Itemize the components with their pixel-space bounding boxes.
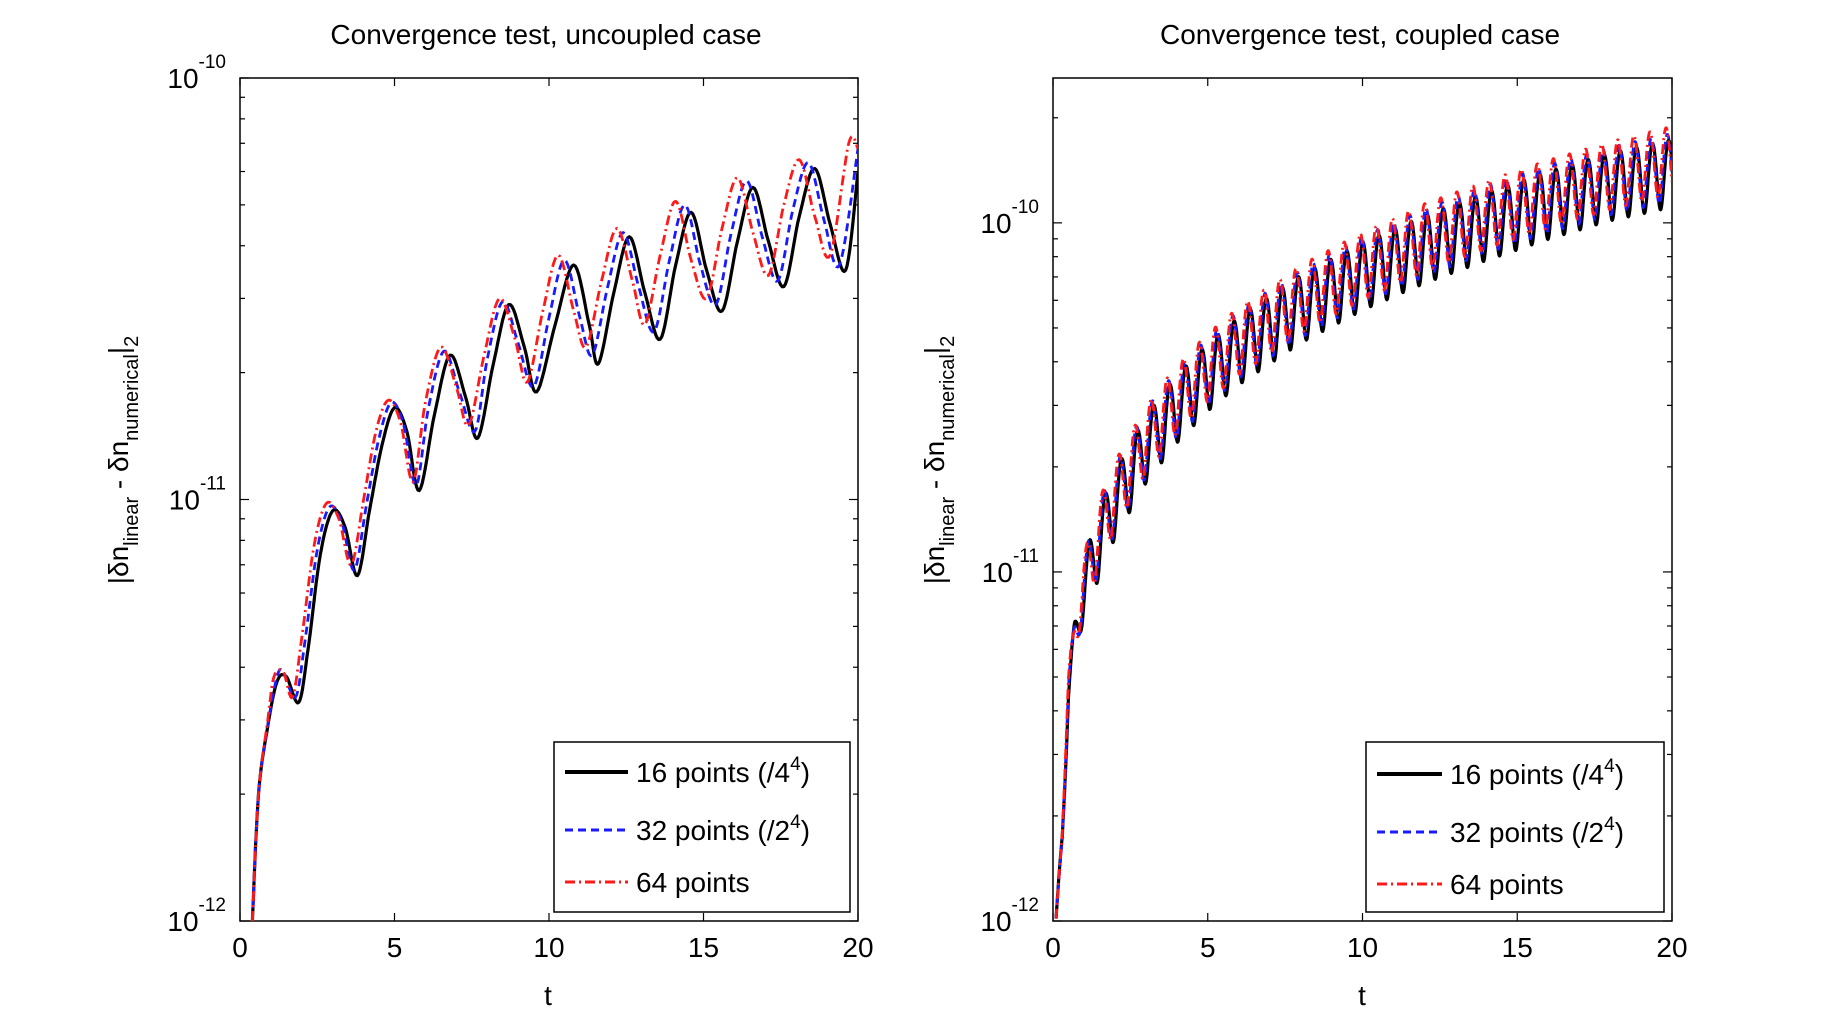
x-tick-label: 15: [688, 932, 719, 963]
series-line-64-uncoupled: [251, 134, 858, 921]
x-tick-label: 0: [232, 932, 248, 963]
legend-uncoupled: 16 points (/44) 32 points (/24) 64 point…: [553, 741, 851, 913]
legend-label-64-uncoupled: 64 points: [636, 867, 750, 898]
curves-coupled: [1054, 126, 1672, 919]
x-axis-label-uncoupled: t: [544, 980, 552, 1011]
chart-title-coupled: Convergence test, coupled case: [1160, 19, 1560, 50]
y-tick-label: 10-12: [167, 895, 226, 937]
x-tick-label: 0: [1045, 932, 1061, 963]
y-tick-label: 10-10: [167, 52, 226, 94]
svg-text:|δnlinear - δnnumerical|2: |δnlinear - δnnumerical|2: [919, 336, 959, 585]
ticks-uncoupled: 0 5 10 15 20 10-12 10-11 10-10: [167, 52, 873, 963]
x-tick-label: 5: [387, 932, 403, 963]
x-tick-label: 10: [1347, 932, 1378, 963]
x-tick-label: 10: [533, 932, 564, 963]
legend-label-32-coupled: 32 points (/24): [1450, 814, 1624, 848]
y-tick-label: 10-11: [982, 546, 1039, 588]
x-axis-label-coupled: t: [1358, 980, 1366, 1011]
legend-coupled: 16 points (/44) 32 points (/24) 64 point…: [1365, 741, 1665, 913]
x-tick-label: 5: [1200, 932, 1216, 963]
legend-label-64-coupled: 64 points: [1450, 869, 1564, 900]
y-tick-label: 10-11: [169, 474, 226, 516]
curves-uncoupled: [250, 134, 858, 921]
series-line-64-coupled: [1054, 126, 1672, 919]
panel-coupled: Convergence test, coupled case |δnlinear…: [919, 19, 1688, 1011]
series-line-16-uncoupled: [250, 166, 858, 921]
x-tick-label: 15: [1502, 932, 1533, 963]
plot-area-uncoupled: 0 5 10 15 20 10-12 10-11 10-10: [167, 52, 873, 963]
x-tick-label: 20: [1656, 932, 1687, 963]
chart-title-uncoupled: Convergence test, uncoupled case: [330, 19, 761, 50]
legend-box-coupled: [1365, 741, 1665, 913]
y-axis-label-coupled: |δnlinear - δnnumerical|2: [919, 336, 959, 585]
ticks-coupled: 0 5 10 15 20 10-12 10-11 10-10: [980, 78, 1688, 963]
panel-uncoupled: Convergence test, uncoupled case |δnline…: [103, 19, 874, 1011]
y-axis-label-uncoupled: |δnlinear - δnnumerical|2: [103, 336, 143, 585]
y-tick-label: 10-12: [980, 895, 1039, 937]
legend-label-32-uncoupled: 32 points (/24): [636, 812, 810, 846]
legend-label-16-uncoupled: 16 points (/44): [636, 754, 810, 788]
legend-label-16-coupled: 16 points (/44): [1450, 756, 1624, 790]
x-tick-label: 20: [842, 932, 873, 963]
svg-text:|δnlinear - δnnumerical|2: |δnlinear - δnnumerical|2: [103, 336, 143, 585]
y-tick-label: 10-10: [980, 197, 1039, 239]
